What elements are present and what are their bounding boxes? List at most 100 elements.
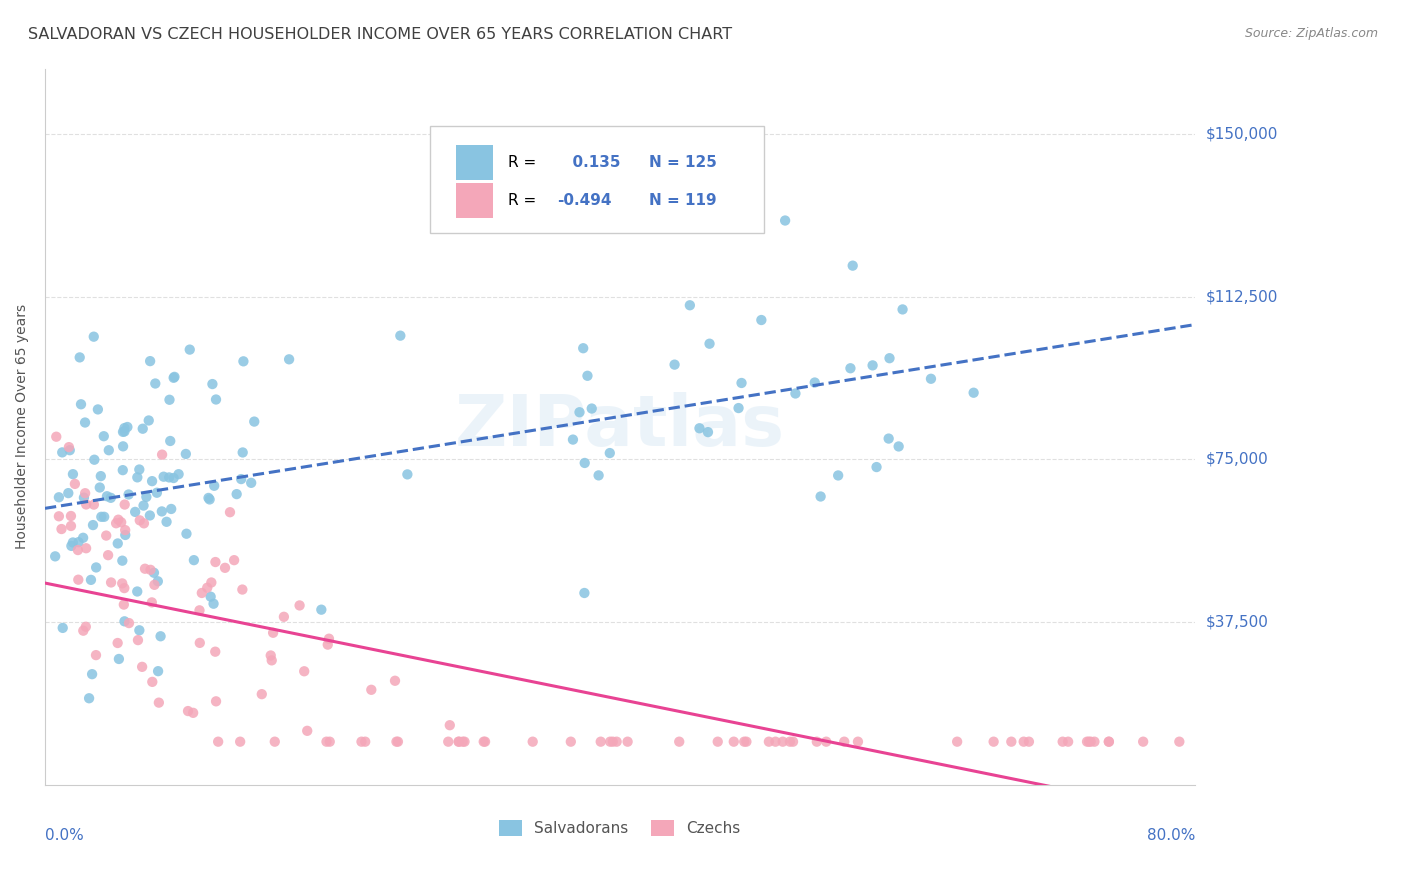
Point	[437, 734, 460, 748]
Point	[260, 653, 283, 667]
Point	[188, 636, 211, 650]
Point	[730, 376, 752, 390]
Point	[131, 660, 153, 674]
Point	[1098, 734, 1121, 748]
Point	[806, 734, 828, 748]
Point	[599, 446, 621, 460]
Point	[782, 734, 804, 748]
Point	[668, 734, 690, 748]
Point	[179, 343, 201, 357]
Point	[250, 687, 273, 701]
Point	[75, 486, 97, 500]
Point	[385, 734, 408, 748]
Point	[920, 372, 942, 386]
Point	[983, 734, 1005, 748]
Point	[572, 341, 595, 355]
Point	[1083, 734, 1105, 748]
Point	[581, 401, 603, 416]
Point	[80, 573, 103, 587]
Point	[195, 581, 218, 595]
Point	[75, 541, 97, 556]
Point	[1132, 734, 1154, 748]
Point	[83, 329, 105, 343]
Point	[616, 734, 638, 748]
Point	[128, 624, 150, 638]
Point	[576, 368, 599, 383]
Point	[51, 522, 73, 536]
Point	[751, 313, 773, 327]
Point	[315, 734, 337, 748]
Point	[785, 386, 807, 401]
Point	[865, 460, 887, 475]
Point	[297, 723, 319, 738]
Point	[72, 531, 94, 545]
Text: ZIPatlas: ZIPatlas	[456, 392, 785, 461]
FancyBboxPatch shape	[456, 183, 494, 218]
Text: $75,000: $75,000	[1206, 452, 1268, 467]
Point	[146, 664, 169, 678]
Point	[128, 513, 150, 527]
Point	[143, 376, 166, 391]
Point	[89, 481, 111, 495]
Point	[132, 422, 155, 436]
Point	[232, 445, 254, 459]
Point	[263, 734, 285, 748]
Text: Source: ZipAtlas.com: Source: ZipAtlas.com	[1244, 27, 1378, 40]
Point	[810, 490, 832, 504]
Point	[396, 467, 419, 482]
Text: -0.494: -0.494	[557, 193, 612, 208]
Point	[159, 392, 181, 407]
Point	[278, 352, 301, 367]
Point	[197, 491, 219, 505]
Point	[59, 508, 82, 523]
Point	[111, 425, 134, 439]
Point	[177, 704, 200, 718]
Point	[83, 452, 105, 467]
Point	[127, 633, 149, 648]
Point	[706, 734, 728, 748]
Point	[962, 385, 984, 400]
Point	[167, 467, 190, 482]
Point	[562, 433, 585, 447]
Point	[52, 621, 75, 635]
Point	[157, 470, 180, 484]
Point	[114, 528, 136, 542]
Point	[758, 734, 780, 748]
Point	[1012, 734, 1035, 748]
Point	[1168, 734, 1191, 748]
Point	[73, 491, 96, 505]
Point	[63, 476, 86, 491]
Point	[111, 463, 134, 477]
Point	[163, 371, 186, 385]
Point	[162, 471, 184, 485]
Y-axis label: Householder Income Over 65 years: Householder Income Over 65 years	[15, 304, 30, 549]
Point	[117, 420, 139, 434]
Point	[84, 648, 107, 662]
Point	[815, 734, 838, 748]
Point	[90, 469, 112, 483]
Point	[733, 734, 755, 748]
Point	[262, 625, 284, 640]
Text: 0.135: 0.135	[562, 155, 621, 169]
Point	[107, 513, 129, 527]
Text: N = 125: N = 125	[648, 155, 717, 169]
Point	[48, 509, 70, 524]
Point	[118, 616, 141, 631]
Point	[697, 425, 720, 439]
Point	[146, 574, 169, 589]
Point	[205, 694, 228, 708]
Point	[139, 354, 162, 368]
Point	[288, 599, 311, 613]
Point	[139, 563, 162, 577]
Point	[877, 432, 900, 446]
Point	[75, 620, 97, 634]
Point	[141, 595, 163, 609]
Point	[200, 590, 222, 604]
Point	[114, 498, 136, 512]
Point	[117, 487, 139, 501]
Point	[138, 413, 160, 427]
Point	[1000, 734, 1022, 748]
Point	[243, 415, 266, 429]
Point	[110, 516, 132, 530]
Point	[112, 581, 135, 595]
